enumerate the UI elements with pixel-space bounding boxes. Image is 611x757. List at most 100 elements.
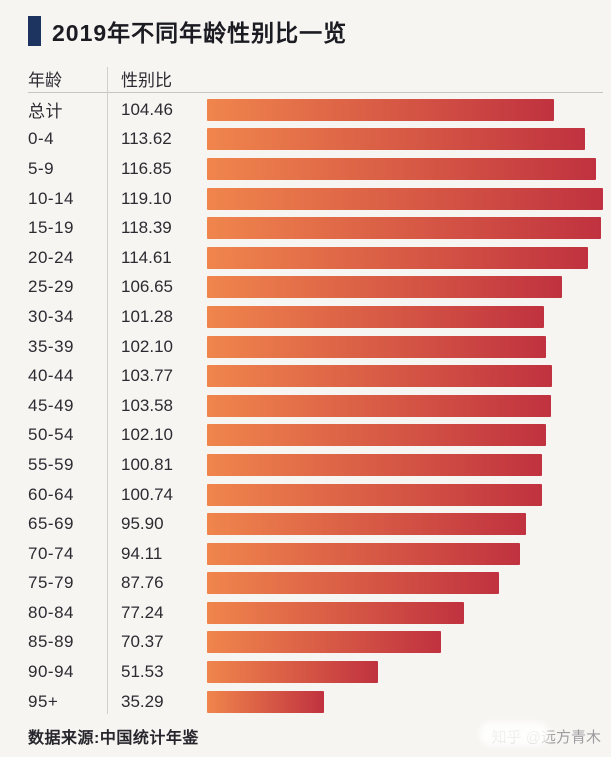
ratio-table: 年龄 性别比 总计 104.46 0-4 113.62 5-9 116.85 1… — [28, 65, 605, 716]
ratio-bar — [207, 661, 379, 684]
ratio-bar — [207, 394, 552, 417]
ratio-bar — [207, 305, 544, 328]
age-label: 总计 — [28, 102, 63, 122]
ratio-bar — [207, 572, 499, 595]
ratio-bar — [207, 335, 547, 358]
ratio-value: 102.10 — [121, 425, 173, 445]
table-row: 50-54 102.10 — [28, 421, 605, 451]
ratio-bar — [207, 276, 562, 299]
age-label: 50-54 — [28, 425, 74, 445]
watermark-text: 知乎 @远方青木 — [479, 721, 601, 747]
ratio-column-header: 性别比 — [121, 71, 172, 90]
table-row: 85-89 70.37 — [28, 628, 605, 658]
ratio-value: 70.37 — [121, 632, 164, 652]
bar-track — [207, 276, 603, 299]
table-row: 60-64 100.74 — [28, 480, 605, 510]
ratio-bar — [207, 157, 596, 180]
age-column-header: 年龄 — [28, 71, 62, 90]
title-accent-bar — [28, 16, 41, 46]
ratio-bar — [207, 690, 325, 713]
table-row: 90-94 51.53 — [28, 657, 605, 687]
table-row: 10-14 119.10 — [28, 184, 605, 214]
ratio-value: 114.61 — [121, 247, 172, 267]
age-label: 40-44 — [28, 366, 74, 386]
table-row: 95+ 35.29 — [28, 687, 605, 717]
ratio-value: 113.62 — [121, 129, 172, 149]
title-row: 2019年不同年龄性别比一览 — [28, 14, 605, 48]
footer: 数据来源:中国统计年鉴 知乎 @远方青木 — [28, 721, 605, 748]
age-label: 5-9 — [28, 158, 55, 178]
age-label: 30-34 — [28, 306, 74, 326]
bar-track — [207, 365, 603, 388]
bar-track — [207, 187, 603, 210]
ratio-value: 95.90 — [121, 514, 164, 534]
bar-track — [207, 394, 603, 417]
age-label: 80-84 — [28, 602, 74, 622]
ratio-value: 104.46 — [121, 99, 173, 119]
bar-track — [207, 453, 603, 476]
table-row: 80-84 77.24 — [28, 598, 605, 628]
column-divider-line — [107, 67, 108, 715]
table-row: 15-19 118.39 — [28, 213, 605, 243]
bar-track — [207, 542, 603, 565]
ratio-value: 103.58 — [121, 395, 173, 415]
table-row: 70-74 94.11 — [28, 539, 605, 569]
age-label: 60-64 — [28, 484, 74, 504]
ratio-value: 94.11 — [121, 543, 163, 563]
table-row: 65-69 95.90 — [28, 509, 605, 539]
bar-track — [207, 305, 603, 328]
age-label: 15-19 — [28, 218, 74, 238]
bar-track — [207, 601, 603, 624]
ratio-value: 100.81 — [121, 454, 173, 474]
bar-track — [207, 335, 603, 358]
table-row: 0-4 113.62 — [28, 125, 605, 155]
ratio-value: 103.77 — [121, 366, 173, 386]
ratio-value: 101.28 — [121, 306, 173, 326]
ratio-value: 51.53 — [121, 662, 164, 682]
bar-track — [207, 661, 603, 684]
age-label: 65-69 — [28, 514, 74, 534]
bar-track — [207, 690, 603, 713]
bar-track — [207, 572, 603, 595]
ratio-bar — [207, 246, 589, 269]
ratio-value: 35.29 — [121, 691, 164, 711]
ratio-bar — [207, 601, 464, 624]
table-row: 30-34 101.28 — [28, 302, 605, 332]
ratio-value: 106.65 — [121, 277, 173, 297]
age-label: 55-59 — [28, 454, 74, 474]
bar-track — [207, 217, 603, 240]
table-row: 25-29 106.65 — [28, 273, 605, 303]
ratio-bar — [207, 128, 585, 151]
ratio-bar — [207, 483, 542, 506]
ratio-value: 87.76 — [121, 573, 164, 593]
table-row: 总计 104.46 — [28, 95, 605, 125]
age-label: 20-24 — [28, 247, 74, 267]
age-label: 95+ — [28, 691, 59, 711]
watermark-blur-patch — [479, 721, 549, 746]
bar-track — [207, 98, 603, 121]
ratio-bar — [207, 217, 601, 240]
age-label: 70-74 — [28, 543, 74, 563]
bar-track — [207, 246, 603, 269]
age-label: 45-49 — [28, 395, 74, 415]
table-row: 20-24 114.61 — [28, 243, 605, 273]
ratio-bar — [207, 365, 553, 388]
age-label: 10-14 — [28, 188, 74, 208]
bar-track — [207, 513, 603, 536]
ratio-bar — [207, 513, 526, 536]
age-label: 0-4 — [28, 129, 55, 149]
table-row: 75-79 87.76 — [28, 569, 605, 599]
bar-track — [207, 128, 603, 151]
age-label: 90-94 — [28, 662, 74, 682]
age-label: 35-39 — [28, 336, 74, 356]
data-source-text: 数据来源:中国统计年鉴 — [28, 730, 199, 748]
table-row: 5-9 116.85 — [28, 154, 605, 184]
rows: 总计 104.46 0-4 113.62 5-9 116.85 10-14 11… — [28, 93, 605, 716]
ratio-bar — [207, 453, 543, 476]
age-label: 85-89 — [28, 632, 74, 652]
ratio-bar — [207, 542, 520, 565]
ratio-value: 102.10 — [121, 336, 173, 356]
bar-track — [207, 157, 603, 180]
ratio-value: 77.24 — [121, 602, 164, 622]
